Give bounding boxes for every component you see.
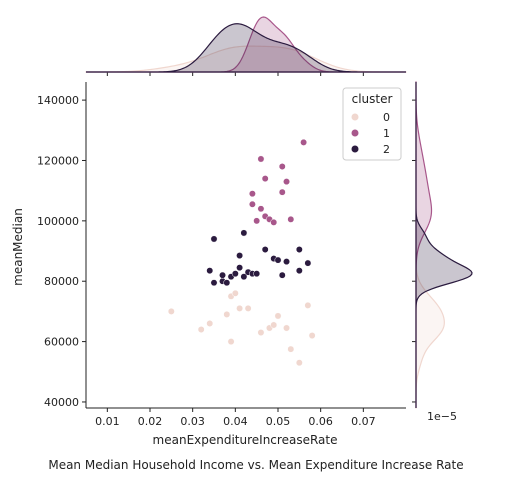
scatter-point-cluster-2 [223,279,231,287]
y-tick-label: 80000 [44,275,79,288]
y-tick-label: 100000 [37,215,79,228]
scatter-point-cluster-2 [261,246,269,253]
scatter-point-cluster-2 [240,273,248,281]
scatter-point-cluster-2 [210,235,218,243]
y-tick-label: 60000 [44,336,79,349]
scatter-point-cluster-1 [248,190,256,198]
scatter-point-cluster-0 [308,332,316,340]
scatter-point-cluster-2 [219,271,226,279]
scatter-point-cluster-1 [283,178,290,186]
legend-label-cluster-2: 2 [383,143,390,156]
scatter-point-cluster-0 [244,304,252,312]
right-marginal-kde [412,81,473,409]
legend-title: cluster [352,92,393,106]
scatter-point-cluster-1 [287,215,295,223]
scatter-point-cluster-0 [295,359,303,367]
x-tick-label: 0.04 [223,415,248,428]
legend-label-cluster-1: 1 [383,127,390,140]
scatter-point-cluster-1 [253,217,261,225]
scatter-point-cluster-1 [257,155,265,163]
scatter-point-cluster-2 [274,256,282,264]
scatter-point-cluster-0 [270,321,278,329]
scatter-point-cluster-1 [278,163,286,170]
scatter-point-cluster-0 [304,301,312,309]
legend-box [342,87,402,161]
top-kde-cluster-2 [86,23,406,73]
scatter-point-cluster-2 [283,258,290,266]
y-tick-label: 40000 [44,396,79,409]
scatter-point-cluster-0 [197,326,205,333]
scatter-point-cluster-0 [257,329,265,336]
scatter-point-cluster-1 [248,200,256,208]
x-axis-label: meanExpenditureIncreaseRate [153,433,338,447]
legend-marker-cluster-0 [351,113,359,121]
scatter-point-cluster-0 [206,320,214,327]
scatter-point-cluster-0 [167,307,175,315]
scatter-point-cluster-2 [210,279,218,287]
scatter-point-cluster-0 [223,310,231,318]
scatter-point-cluster-1 [300,138,308,146]
main-axes: 0.01 0.02 0.03 0.04 0.05 0.06 0.07 40000 60000 80… [37,82,406,428]
scatter-point-cluster-2 [295,246,303,253]
x-tick-label: 0.07 [351,415,376,428]
scatter-point-cluster-2 [206,267,214,275]
scatter-point-cluster-0 [231,289,239,297]
scatter-point-cluster-2 [304,259,312,267]
scatter-point-cluster-1 [270,218,278,226]
scatter-point-cluster-0 [283,324,290,332]
scatter-point-cluster-2 [253,270,261,278]
y-tick-label: 120000 [37,154,79,167]
x-tick-label: 0.06 [308,415,333,428]
scatter-point-cluster-2 [278,271,286,279]
x-tick-label: 0.01 [95,415,120,428]
top-marginal-kde [85,16,407,76]
y-tick-label: 140000 [37,94,79,107]
legend-marker-cluster-1 [351,129,359,137]
scatter-point-cluster-0 [227,338,235,346]
figure-caption: Mean Median Household Income vs. Mean Ex… [48,458,463,472]
scatter-point-cluster-0 [274,312,282,320]
scatter-point-cluster-1 [261,175,269,183]
x-tick-label: 0.03 [180,415,205,428]
x-tick-label: 0.02 [138,415,163,428]
scatter-point-cluster-0 [236,304,244,312]
scatter-point-cluster-2 [236,264,244,272]
x-tick-label: 0.05 [266,415,291,428]
scatter-points [167,138,316,367]
legend-label-cluster-0: 0 [383,111,390,124]
scatter-point-cluster-0 [287,345,295,353]
scatter-point-cluster-2 [236,252,244,260]
scatter-point-cluster-1 [257,205,265,213]
legend-marker-cluster-2 [351,145,359,153]
y-axis-label: meanMedian [11,208,25,286]
scatter-point-cluster-2 [240,229,248,237]
right-kde-cluster-2 [415,82,473,408]
scatter-point-cluster-1 [278,188,286,196]
scatter-point-cluster-2 [231,270,239,278]
legend: cluster 0 1 2 [342,87,402,161]
x-axis-scale-note: 1e−5 [427,410,457,423]
scatter-point-cluster-2 [295,267,303,275]
